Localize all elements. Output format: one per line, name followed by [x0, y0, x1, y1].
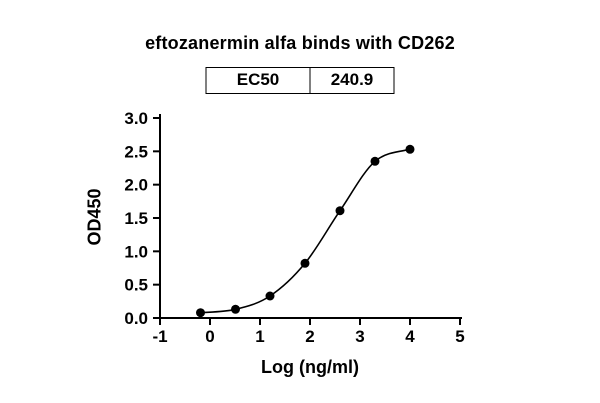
y-tick-label: 2.0	[124, 176, 148, 195]
y-tick-label: 2.5	[124, 142, 148, 161]
x-axis-title: Log (ng/ml)	[261, 357, 359, 377]
data-point	[265, 291, 275, 301]
data-point	[335, 206, 345, 216]
x-tick-label: 2	[305, 327, 314, 346]
x-tick-label: 0	[205, 327, 214, 346]
data-point	[405, 144, 415, 154]
chart-title: eftozanermin alfa binds with CD262	[145, 33, 455, 53]
x-tick-label: -1	[152, 327, 167, 346]
x-tick-label: 1	[255, 327, 264, 346]
y-axis-title: OD450	[84, 188, 105, 246]
data-point	[300, 258, 310, 268]
y-tick-label: 1.0	[124, 242, 148, 261]
ec50-label-cell: EC50	[207, 68, 311, 93]
x-tick-label: 3	[355, 327, 364, 346]
data-point	[370, 156, 380, 166]
y-tick-label: 3.0	[124, 109, 148, 128]
y-tick-label: 1.5	[124, 209, 148, 228]
fit-curve	[200, 148, 411, 314]
data-point	[196, 308, 205, 318]
x-tick-label: 4	[405, 327, 415, 346]
y-tick-label: 0.0	[124, 309, 148, 328]
x-tick-label: 5	[455, 327, 464, 346]
ec50-table: EC50 240.9	[205, 67, 395, 94]
ec50-value-cell: 240.9	[330, 70, 374, 89]
data-point	[231, 304, 240, 314]
y-tick-label: 0.5	[124, 276, 148, 295]
